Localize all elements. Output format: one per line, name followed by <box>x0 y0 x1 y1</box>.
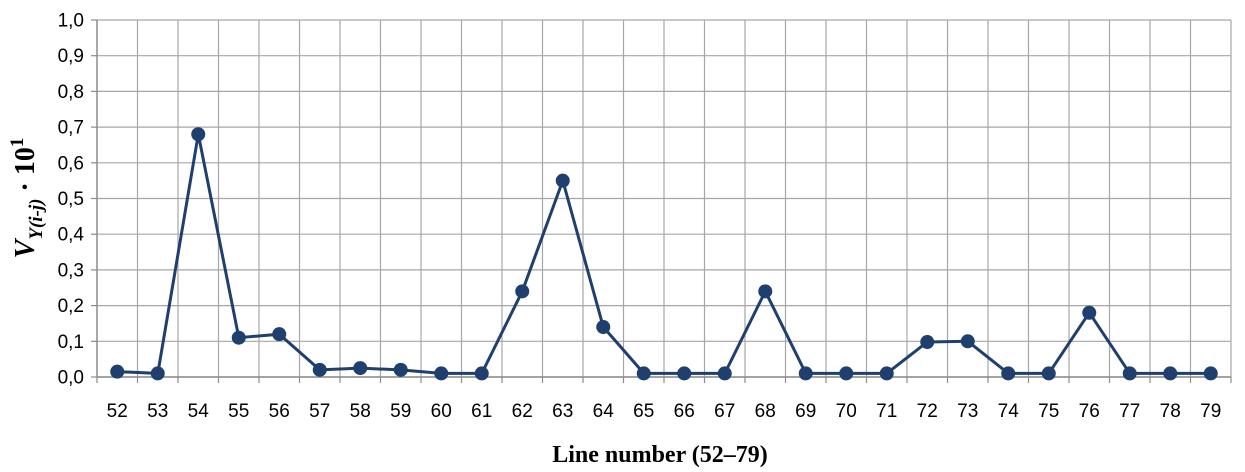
x-tick-label: 55 <box>228 401 249 422</box>
data-point <box>110 364 125 379</box>
data-point <box>839 366 854 381</box>
data-point <box>758 284 773 299</box>
y-axis-title-superscript: 1 <box>7 138 28 148</box>
y-tick-label: 1,0 <box>58 11 84 32</box>
data-point <box>393 362 408 377</box>
y-tick-label: 0,4 <box>58 225 85 246</box>
x-tick-label: 77 <box>1119 401 1140 422</box>
data-point <box>960 334 975 349</box>
data-point <box>231 330 246 345</box>
x-tick-label: 58 <box>350 401 371 422</box>
x-tick-label: 69 <box>795 401 816 422</box>
x-tick-label: 68 <box>755 401 776 422</box>
data-point <box>353 361 368 376</box>
y-tick-label: 0,5 <box>58 189 84 210</box>
data-point <box>1082 305 1097 320</box>
data-point <box>920 335 935 350</box>
y-tick-label: 0,7 <box>58 118 84 139</box>
y-axis-ticks: 0,0 0,1 0,2 0,3 0,4 0,5 0,6 0,7 0,8 0,9 1,0 <box>58 11 85 389</box>
x-tick-label: 56 <box>269 401 290 422</box>
y-axis-title: VY(i-j) · 101 <box>7 138 47 259</box>
x-tick-label: 75 <box>1038 401 1059 422</box>
y-axis-title-base: V <box>10 237 41 258</box>
data-point <box>677 366 692 381</box>
y-tick-label: 0,6 <box>58 153 84 174</box>
grid <box>91 19 1232 383</box>
data-point <box>1122 366 1137 381</box>
x-tick-label: 59 <box>390 401 411 422</box>
data-point <box>1001 366 1016 381</box>
data-point <box>150 366 165 381</box>
x-tick-label: 62 <box>512 401 533 422</box>
x-tick-label: 74 <box>998 401 1020 422</box>
x-tick-label: 72 <box>917 401 938 422</box>
data-point <box>474 366 489 381</box>
data-point <box>879 366 894 381</box>
data-point <box>636 366 651 381</box>
x-axis-ticks: 52 53 54 55 56 57 58 59 60 61 62 63 64 65 66 67 68 69 70 71… <box>107 401 1222 422</box>
data-point <box>434 366 449 381</box>
y-tick-label: 0,9 <box>58 46 84 67</box>
x-tick-label: 63 <box>552 401 573 422</box>
x-tick-label: 65 <box>633 401 654 422</box>
y-tick-label: 0,8 <box>58 82 84 103</box>
x-tick-label: 61 <box>471 401 492 422</box>
x-tick-label: 76 <box>1079 401 1100 422</box>
x-tick-label: 67 <box>714 401 735 422</box>
data-point <box>1203 366 1218 381</box>
x-tick-label: 54 <box>188 401 210 422</box>
data-point <box>1163 366 1178 381</box>
x-axis-title: Line number (52–79) <box>552 442 768 468</box>
data-point <box>312 362 327 377</box>
x-tick-label: 53 <box>147 401 168 422</box>
y-tick-label: 0,2 <box>58 296 84 317</box>
y-tick-label: 0,1 <box>58 332 84 353</box>
data-point <box>596 320 611 335</box>
data-point <box>798 366 813 381</box>
data-point <box>1041 366 1056 381</box>
series-line <box>117 133 1211 375</box>
data-points <box>110 127 1218 381</box>
x-tick-label: 52 <box>107 401 128 422</box>
y-axis-title-subscript: Y(i-j) <box>26 199 47 240</box>
x-tick-label: 57 <box>309 401 330 422</box>
x-tick-label: 64 <box>593 401 615 422</box>
x-tick-label: 66 <box>674 401 695 422</box>
x-tick-label: 79 <box>1200 401 1221 422</box>
y-axis-title-suffix: · 10 <box>10 147 41 198</box>
data-point <box>191 127 206 142</box>
x-tick-label: 73 <box>957 401 978 422</box>
x-tick-label: 70 <box>836 401 857 422</box>
x-tick-label: 71 <box>876 401 897 422</box>
x-tick-label: 60 <box>431 401 452 422</box>
data-point <box>717 366 732 381</box>
y-tick-label: 0,0 <box>58 368 84 389</box>
x-tick-label: 78 <box>1160 401 1181 422</box>
data-point <box>515 284 530 299</box>
data-point <box>272 327 287 342</box>
y-tick-label: 0,3 <box>58 260 84 281</box>
data-point <box>555 173 570 188</box>
